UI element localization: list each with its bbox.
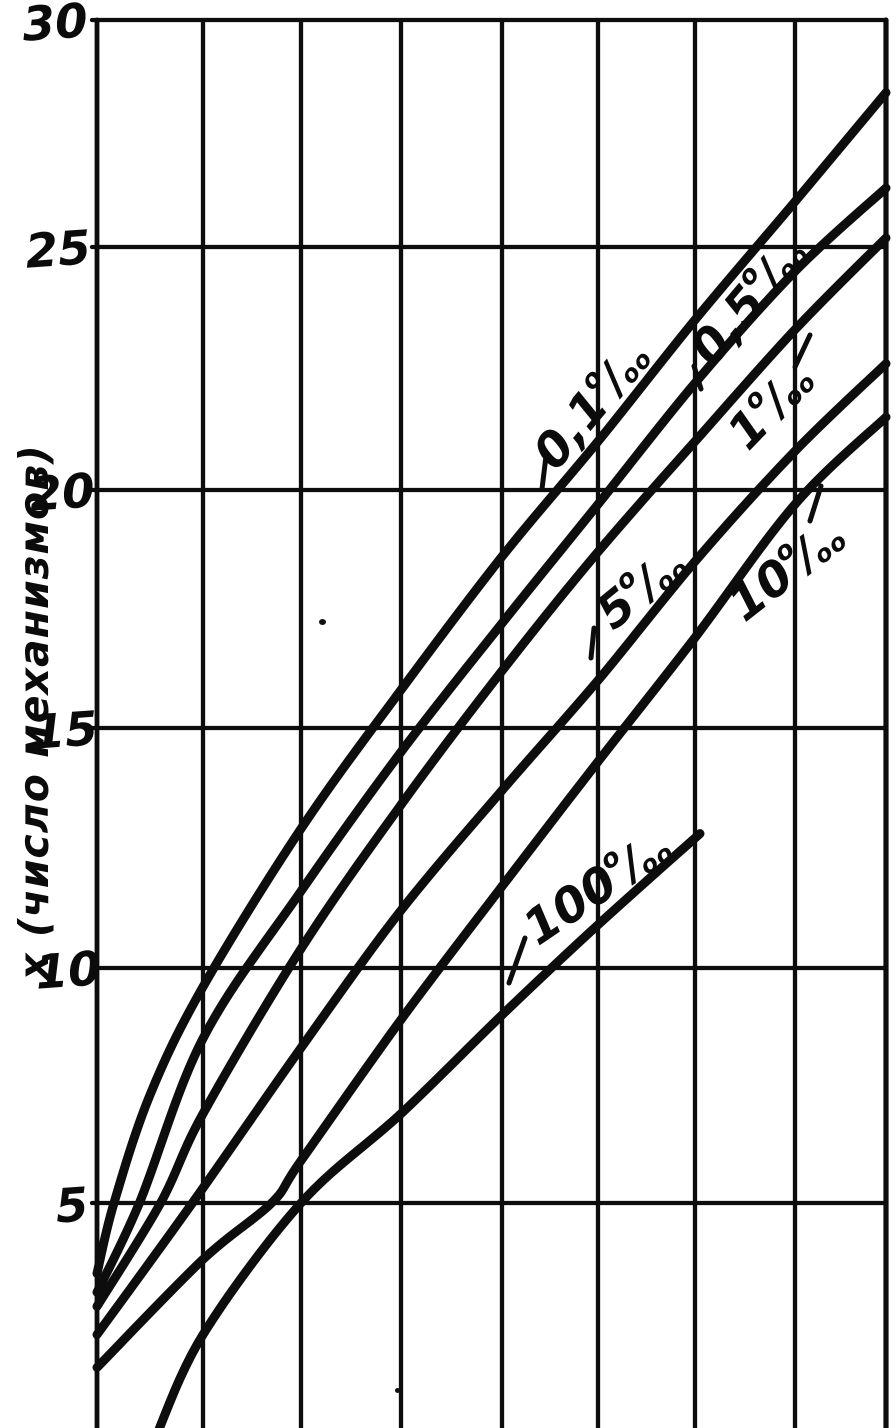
scan-speck <box>319 619 326 625</box>
curve-1-permille <box>92 233 891 1311</box>
curve-0,1-permille <box>92 88 891 1278</box>
y-tick-label-10: 10 <box>33 941 103 1001</box>
leader-1-permille <box>792 332 813 370</box>
leader-5-permille <box>588 625 597 661</box>
y-tick-label-15: 15 <box>30 701 100 761</box>
curve-0,5-permille <box>92 183 891 1297</box>
leader-10-permille <box>807 483 824 524</box>
y-tick-label-25: 25 <box>23 220 93 280</box>
leader-0,1-permille <box>539 453 549 492</box>
curve-5-permille <box>92 359 891 1340</box>
scan-speck <box>395 1388 400 1393</box>
y-tick-label-30: 30 <box>20 0 90 53</box>
curve-100-permille <box>154 829 705 1428</box>
y-tick-label-5: 5 <box>53 1177 90 1235</box>
y-tick-label-20: 20 <box>27 463 97 523</box>
curve-10-permille <box>92 412 891 1372</box>
leader-0,5-permille <box>691 363 704 392</box>
leader-100-permille <box>506 935 528 986</box>
